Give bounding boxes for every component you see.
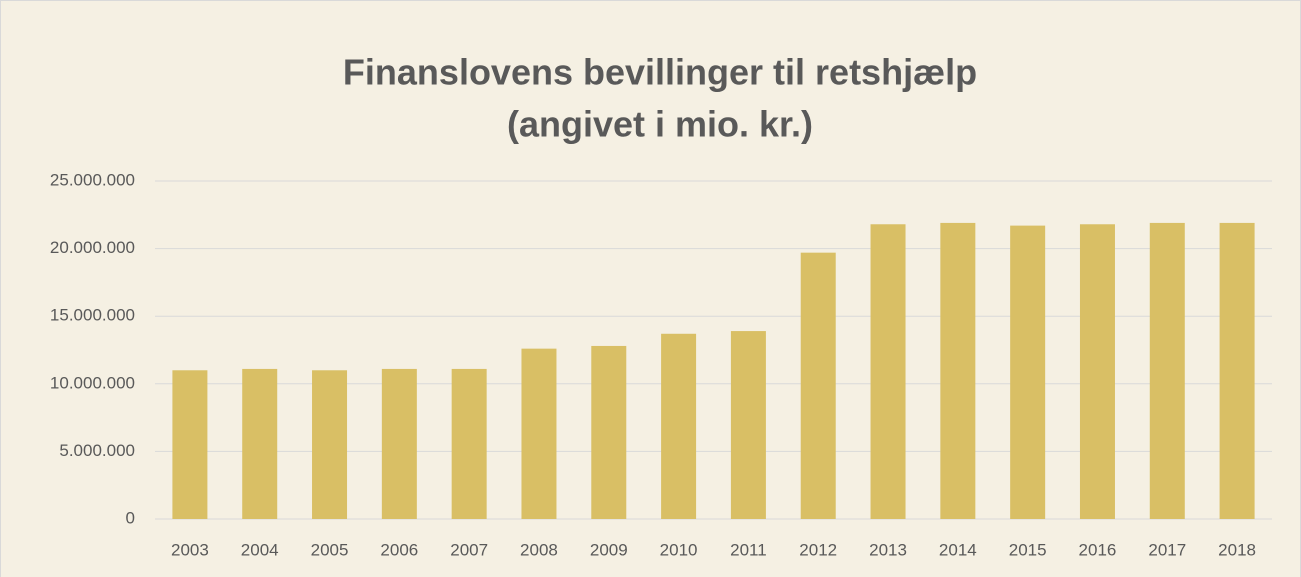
y-tick-label: 0 (126, 508, 135, 527)
bar (800, 252, 836, 519)
bar (940, 222, 976, 520)
bar (381, 368, 417, 519)
x-tick-label: 2003 (171, 540, 209, 559)
bar (661, 333, 697, 519)
x-tick-label: 2017 (1148, 540, 1186, 559)
y-tick-label: 5.000.000 (59, 441, 135, 460)
y-tick-label: 15.000.000 (50, 306, 135, 325)
chart-title: (angivet i mio. kr.) (507, 104, 813, 145)
bar (591, 345, 627, 519)
x-tick-label: 2004 (241, 540, 279, 559)
x-tick-label: 2007 (450, 540, 488, 559)
x-tick-label: 2005 (311, 540, 349, 559)
x-tick-label: 2013 (869, 540, 907, 559)
x-tick-label: 2009 (590, 540, 628, 559)
x-tick-label: 2018 (1218, 540, 1256, 559)
chart-title: Finanslovens bevillinger til retshjælp (343, 52, 977, 93)
bar (730, 331, 766, 519)
x-tick-label: 2016 (1079, 540, 1117, 559)
bar (1079, 224, 1115, 519)
bar (451, 368, 487, 519)
y-tick-label: 25.000.000 (50, 170, 135, 189)
x-tick-label: 2014 (939, 540, 977, 559)
x-tick-label: 2010 (660, 540, 698, 559)
bar (172, 370, 208, 519)
x-tick-label: 2012 (799, 540, 837, 559)
x-tick-label: 2011 (730, 540, 767, 559)
x-tick-label: 2006 (380, 540, 418, 559)
x-tick-label: 2008 (520, 540, 558, 559)
bar (1010, 225, 1046, 519)
bar (1149, 222, 1185, 520)
bar (1219, 222, 1255, 520)
bar (242, 368, 278, 519)
bar (312, 370, 348, 519)
bar (521, 348, 557, 519)
y-tick-label: 20.000.000 (50, 238, 135, 257)
y-tick-label: 10.000.000 (50, 373, 135, 392)
bar (870, 224, 906, 519)
x-tick-label: 2015 (1009, 540, 1047, 559)
